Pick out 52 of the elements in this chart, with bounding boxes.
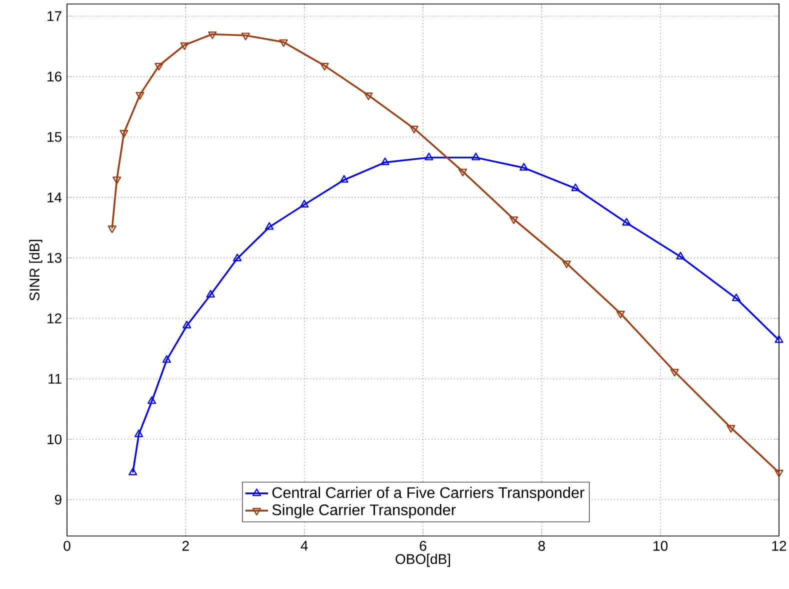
- y-tick-label: 9: [54, 494, 62, 505]
- point: [410, 126, 418, 134]
- point: [520, 162, 528, 171]
- point: [676, 252, 685, 260]
- point: [300, 200, 309, 208]
- y-tick-label: 12: [48, 313, 62, 324]
- x-tick-label: 4: [300, 540, 308, 551]
- point: [732, 294, 741, 302]
- point: [233, 254, 242, 262]
- point: [458, 168, 468, 176]
- point: [279, 39, 288, 47]
- point: [622, 218, 631, 226]
- point: [571, 184, 580, 192]
- x-tick-label: 0: [64, 540, 70, 551]
- legend-label: Central Carrier of a Five Carriers Transponder: [272, 486, 584, 502]
- point: [206, 290, 215, 298]
- y-tick-label: 13: [48, 252, 62, 263]
- point: [182, 320, 192, 328]
- x-axis-title: OBO[dB]: [396, 554, 450, 567]
- point: [509, 216, 518, 224]
- point: [241, 32, 250, 40]
- point: [180, 42, 189, 50]
- y-tick-label: 11: [48, 374, 62, 384]
- point: [148, 396, 156, 404]
- x-tick-label: 6: [420, 540, 426, 551]
- y-tick-label: 14: [48, 192, 62, 202]
- point: [136, 92, 144, 100]
- y-tick-label: 16: [48, 72, 62, 82]
- point: [128, 468, 138, 476]
- y-tick-label: 15: [48, 132, 62, 142]
- y-tick-label: 17: [48, 11, 62, 21]
- point: [112, 176, 122, 184]
- point: [340, 175, 348, 183]
- point: [134, 430, 144, 438]
- point: [364, 92, 373, 100]
- point: [265, 222, 274, 230]
- y-tick-label: 10: [48, 434, 62, 444]
- point: [380, 158, 390, 166]
- y-axis-title: SINR [dB]: [29, 240, 42, 300]
- point: [208, 32, 217, 40]
- x-tick-label: 2: [182, 540, 189, 551]
- point: [162, 355, 171, 363]
- point: [424, 152, 434, 160]
- point: [320, 62, 329, 71]
- x-tick-label: 8: [538, 540, 545, 551]
- point: [154, 62, 164, 71]
- x-tick-label: 12: [772, 540, 786, 551]
- x-tick-label: 10: [654, 540, 668, 551]
- legend-label: Single Carrier Transponder: [272, 504, 456, 518]
- point: [774, 335, 784, 343]
- point: [120, 130, 128, 138]
- point: [472, 152, 480, 160]
